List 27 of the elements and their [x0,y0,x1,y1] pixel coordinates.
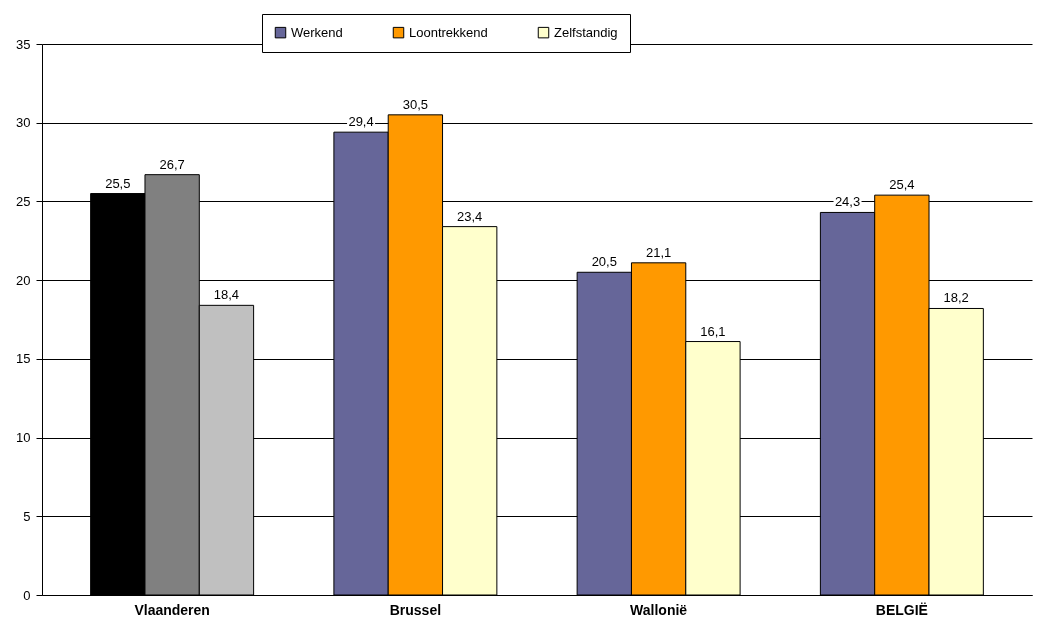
data-label: 16,1 [700,323,726,339]
data-label: 23,4 [457,208,483,224]
x-tick-label: Vlaanderen [134,601,210,618]
y-tick-label: 35 [16,36,31,52]
data-label: 26,7 [159,156,185,172]
y-tick-label: 20 [16,272,31,288]
legend-label: Zelfstandig [554,24,618,40]
y-tick-label: 0 [23,587,31,603]
data-label: 18,2 [943,290,969,306]
data-label: 24,3 [834,194,861,210]
y-tick-label: 5 [23,508,31,524]
data-label: 25,5 [105,175,131,191]
data-label: 20,5 [591,254,617,270]
legend-label: Loontrekkend [409,24,488,40]
data-label: 21,1 [645,244,672,260]
data-label: 25,4 [889,177,915,193]
y-tick-label: 15 [16,351,31,367]
x-tick-label: Wallonië [630,601,688,618]
data-label: 18,4 [213,287,240,303]
y-tick-label: 25 [16,193,31,209]
x-tick-label: BELGIË [875,601,928,618]
y-tick-label: 10 [16,430,31,446]
legend-label: Werkend [291,24,343,40]
data-label: 30,5 [402,96,429,112]
x-tick-label: Brussel [389,601,442,618]
y-tick-label: 30 [16,115,31,131]
data-label: 29,4 [348,114,374,130]
